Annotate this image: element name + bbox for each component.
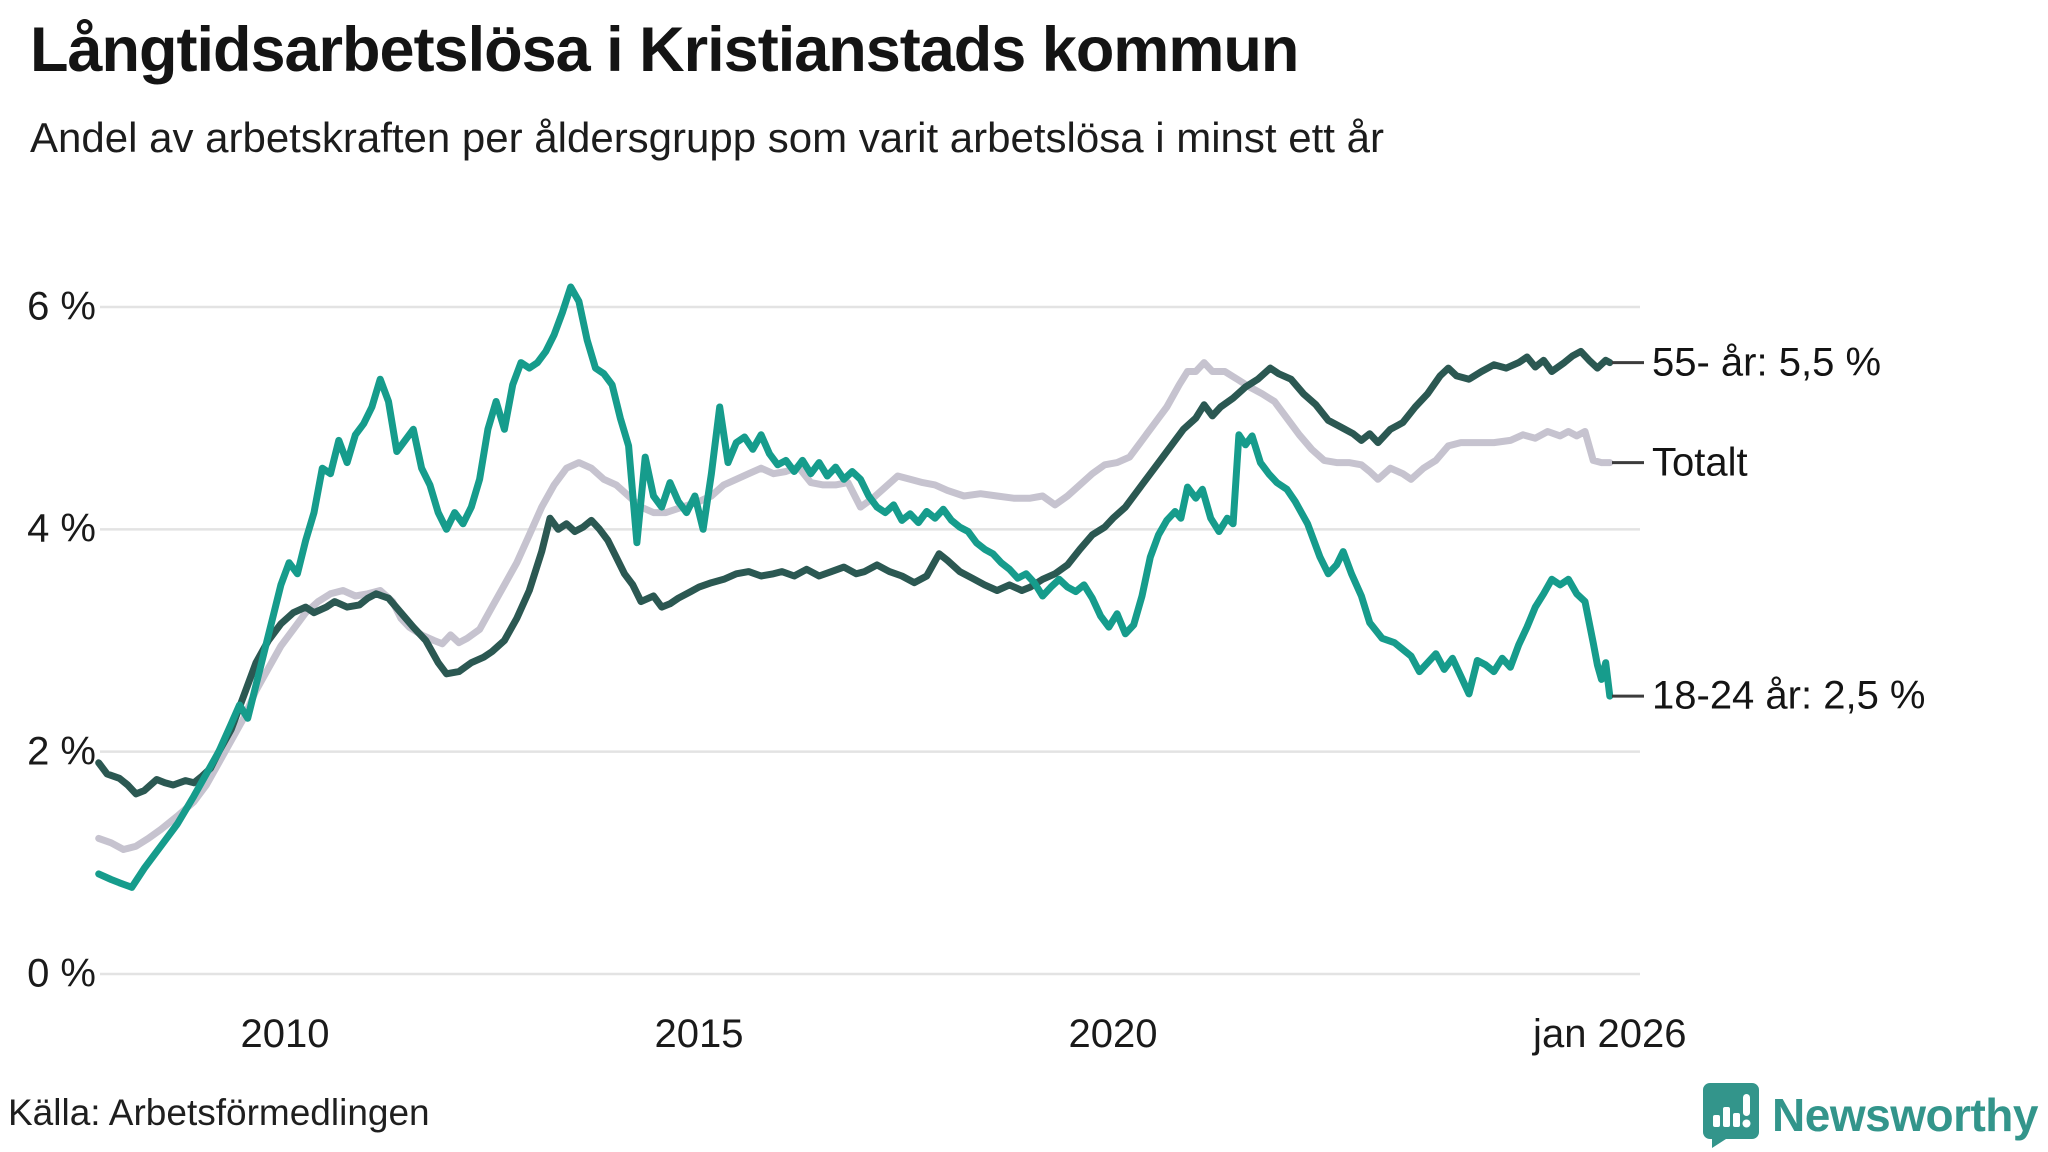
x-tick-label: 2020 — [1068, 1012, 1158, 1056]
page-title: Långtidsarbetslösa i Kristianstads kommu… — [30, 15, 1299, 85]
page-subtitle: Andel av arbetskraften per åldersgrupp s… — [30, 114, 1384, 161]
source-note: Källa: Arbetsförmedlingen — [8, 1092, 430, 1133]
series-label-18-24-ar: 18-24 år: 2,5 % — [1652, 673, 1926, 718]
y-tick-label: 4 % — [27, 506, 96, 551]
x-tick-label: 2010 — [240, 1012, 330, 1056]
y-tick-label: 6 % — [27, 284, 96, 329]
series-line-18-24r — [95, 283, 1614, 891]
y-tick-label: 0 % — [27, 951, 96, 996]
series-line-55-r — [95, 347, 1614, 798]
newsworthy-logo-icon — [1703, 1083, 1760, 1148]
y-tick-label: 2 % — [27, 729, 96, 774]
series-label-55-ar: 55- år: 5,5 % — [1652, 340, 1882, 385]
x-tick-label: 2015 — [654, 1012, 744, 1056]
series-label-totalt: Totalt — [1652, 440, 1748, 485]
series-line-totalt — [95, 359, 1614, 853]
newsworthy-wordmark: Newsworthy — [1772, 1089, 2038, 1141]
newsworthy-brand: Newsworthy — [1702, 1082, 2038, 1148]
x-tick-label: jan 2026 — [1533, 1012, 1687, 1056]
